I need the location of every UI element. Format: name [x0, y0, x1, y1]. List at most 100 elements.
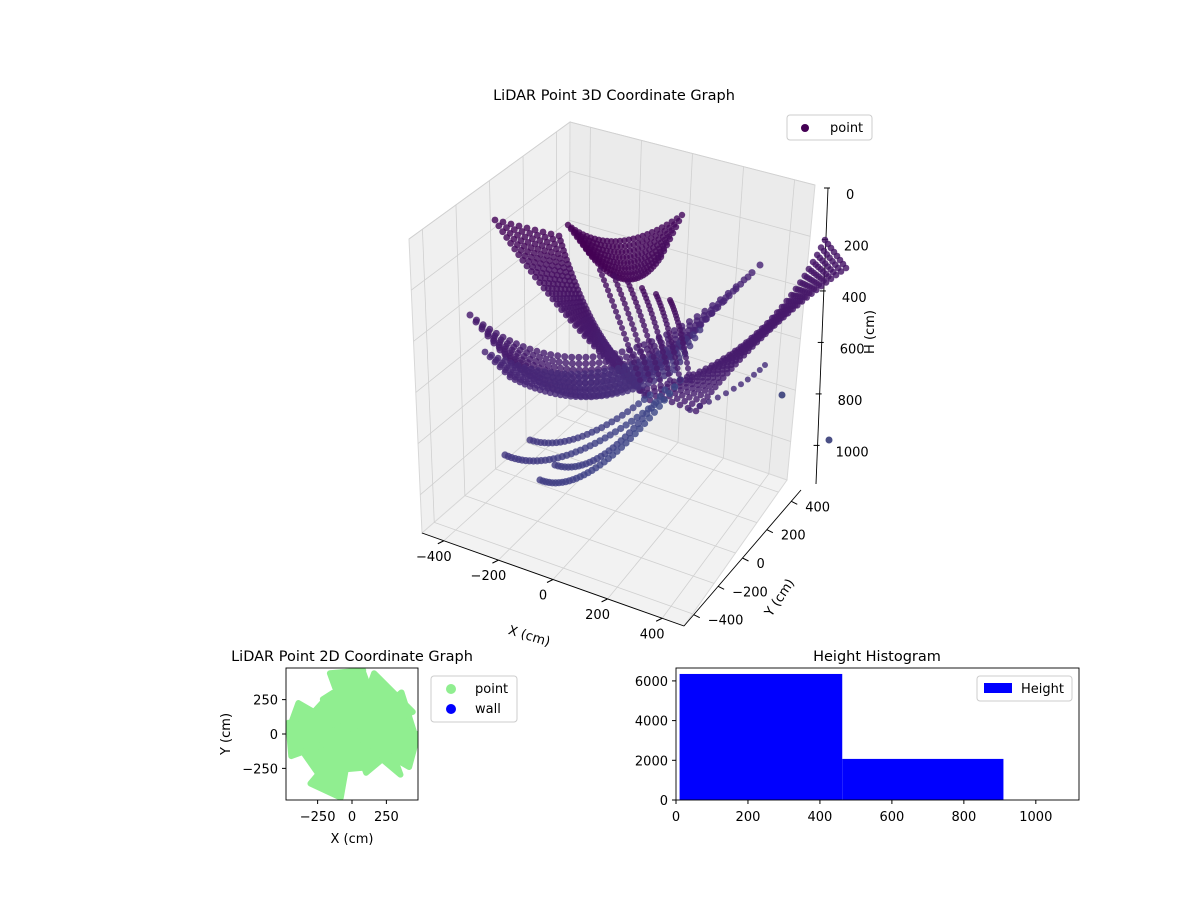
chart-3d-point — [617, 319, 623, 326]
chart-3d-point — [618, 411, 626, 419]
chart-2d-point-wedge — [349, 670, 416, 737]
chart-3d-point — [672, 223, 680, 231]
chart-3d-x-tick — [492, 559, 499, 564]
chart-3d-point — [644, 332, 651, 339]
chart-3d-point — [587, 379, 595, 386]
chart-3d-point — [618, 348, 626, 356]
chart-3d-point — [671, 390, 679, 397]
chart-3d-point — [827, 275, 835, 283]
chart-3d-point — [756, 367, 763, 373]
chart-3d-point — [546, 389, 554, 397]
chart-3d-point — [689, 385, 696, 392]
chart-3d-point — [627, 347, 633, 354]
chart-3d-point — [613, 415, 621, 423]
chart-3d-point — [568, 360, 576, 367]
chart-histogram-y-tick-label: 6000 — [635, 675, 668, 690]
chart-3d-point — [607, 292, 613, 299]
chart-3d-point — [486, 353, 494, 361]
chart-3d-point — [609, 297, 615, 304]
chart-2d-y-label: Y (cm) — [219, 713, 234, 756]
chart-3d-point — [650, 353, 657, 360]
chart-3d-point — [616, 286, 623, 293]
chart-3d-point — [646, 391, 654, 399]
chart-3d-point — [744, 376, 751, 383]
chart-3d-point — [496, 363, 504, 371]
chart-3d-point — [629, 353, 635, 360]
chart-3d-x-tick — [546, 579, 554, 583]
chart-3d-point — [780, 313, 787, 321]
chart-3d-point — [621, 300, 628, 307]
chart-3d-point — [678, 211, 686, 219]
chart-3d-point — [676, 401, 684, 409]
chart-2d-x-label: X (cm) — [331, 832, 374, 847]
chart-3d-point — [523, 224, 531, 232]
chart-3d-point — [601, 277, 607, 284]
chart-3d-point — [526, 230, 534, 237]
chart-3d-point — [766, 326, 774, 333]
chart-3d-y-tick-label: 0 — [757, 557, 765, 572]
chart-3d-point — [738, 381, 744, 388]
chart-3d-point — [605, 381, 612, 389]
chart-3d-point — [647, 343, 654, 349]
chart-3d-gridline-y-wall — [422, 229, 435, 523]
chart-3d-point — [612, 277, 619, 284]
chart-3d-x-tick — [601, 598, 608, 603]
chart-3d-point — [499, 218, 507, 226]
chart-3d-point — [623, 305, 630, 312]
chart-3d-point — [627, 315, 634, 322]
chart-3d-point — [587, 393, 595, 401]
chart-3d-point — [817, 282, 825, 290]
chart-3d-point — [577, 393, 585, 401]
chart-3d-point — [647, 377, 653, 383]
chart-3d-point — [536, 237, 544, 244]
chart-2d-title: LiDAR Point 2D Coordinate Graph — [231, 649, 473, 665]
chart-3d-point — [625, 310, 632, 317]
chart-3d-point — [757, 334, 765, 342]
chart-3d-point — [625, 429, 634, 437]
chart-3d-point — [712, 383, 719, 391]
chart-3d-point — [632, 331, 639, 338]
chart-3d-point — [775, 318, 783, 325]
chart-3d-point — [732, 285, 740, 293]
chart-3d-point — [639, 353, 646, 360]
chart-3d-point — [837, 268, 845, 275]
chart-histogram-x-tick-label: 1000 — [1019, 810, 1052, 825]
chart-3d-point — [643, 365, 650, 372]
chart-3d-point — [619, 388, 626, 396]
chart-histogram-y-tick-label: 0 — [660, 794, 668, 809]
chart-3d-gridline-y-floor — [495, 468, 736, 554]
chart-3d-point — [672, 354, 679, 361]
chart-3d-point — [636, 342, 643, 349]
chart-2d-x-tick-label: 250 — [374, 810, 399, 825]
chart-3d-point — [601, 367, 609, 375]
chart-3d-y-tick-label: −200 — [732, 585, 768, 600]
chart-3d-x-tick-label: 0 — [539, 589, 547, 604]
chart-3d-point — [677, 377, 683, 383]
chart-3d-x-label: X (cm) — [506, 623, 552, 650]
chart-3d-point — [607, 371, 614, 379]
chart-3d-point — [697, 391, 705, 399]
chart-3d-point — [503, 224, 510, 232]
chart-3d-point — [608, 391, 616, 398]
chart-3d-point — [587, 388, 595, 396]
chart-2d-x-tick-label: 0 — [348, 810, 356, 825]
chart-3d-point — [540, 349, 548, 357]
chart-3d-point — [666, 329, 673, 336]
chart-3d-point — [636, 308, 643, 315]
chart-3d-point — [562, 359, 570, 367]
chart-3d-point — [688, 400, 696, 408]
chart-3d-point — [552, 390, 559, 398]
chart-3d-point — [687, 407, 693, 413]
chart-3d-point — [684, 359, 690, 366]
chart-3d-point — [641, 322, 647, 329]
chart-3d-point — [649, 348, 655, 355]
chart-3d-point — [557, 364, 565, 372]
chart-3d-point — [642, 327, 649, 334]
chart-3d-point — [708, 309, 716, 317]
chart-3d-point — [681, 397, 688, 405]
chart-3d-point — [789, 305, 796, 313]
chart-histogram-legend-box — [976, 675, 1073, 702]
chart-3d-point — [720, 297, 728, 305]
chart-2d-legend: point wall — [430, 675, 518, 723]
chart-3d-point — [681, 344, 687, 351]
